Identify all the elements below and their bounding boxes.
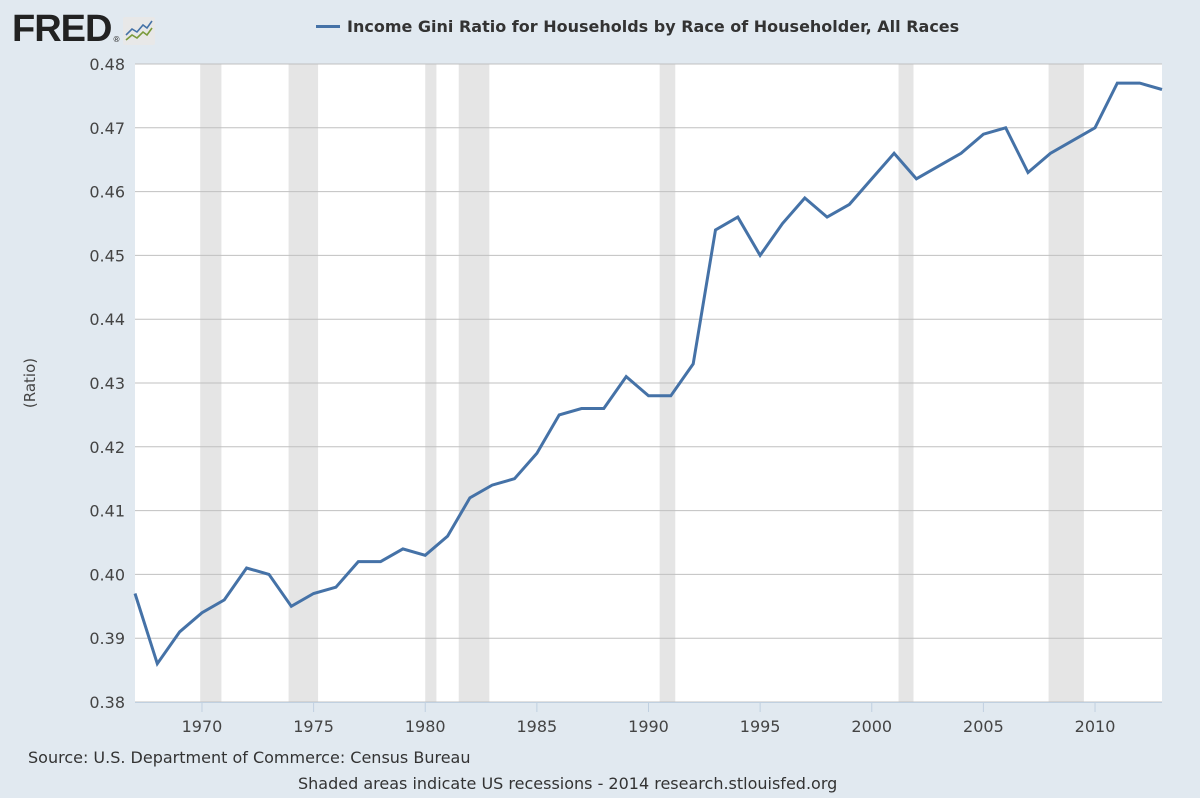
y-tick-label: 0.40 bbox=[89, 565, 125, 584]
x-tick-label: 1990 bbox=[628, 717, 669, 736]
series-line bbox=[133, 81, 1163, 668]
source-note: Source: U.S. Department of Commerce: Cen… bbox=[28, 748, 471, 767]
legend-label: Income Gini Ratio for Households by Race… bbox=[347, 17, 960, 36]
fred-logo: FRED ® bbox=[12, 8, 156, 50]
x-tick-label: 2010 bbox=[1075, 717, 1116, 736]
x-tick-label: 1995 bbox=[740, 717, 781, 736]
x-tick-label: 1970 bbox=[182, 717, 223, 736]
x-tick-label: 1975 bbox=[293, 717, 334, 736]
logo-text: FRED bbox=[12, 8, 112, 50]
graph-icon bbox=[123, 17, 156, 45]
y-tick-label: 0.43 bbox=[89, 374, 125, 393]
y-tick-label: 0.39 bbox=[89, 629, 125, 648]
y-tick-label: 0.47 bbox=[89, 119, 125, 138]
chart-legend: Income Gini Ratio for Households by Race… bbox=[316, 17, 959, 36]
y-tick-label: 0.48 bbox=[89, 55, 125, 74]
x-tick-label: 1980 bbox=[405, 717, 446, 736]
y-axis-title: (Ratio) bbox=[21, 357, 39, 409]
y-tick-label: 0.42 bbox=[89, 438, 125, 457]
y-tick-label: 0.46 bbox=[89, 183, 125, 202]
y-tick-label: 0.41 bbox=[89, 502, 125, 521]
y-tick-label: 0.45 bbox=[89, 246, 125, 265]
y-tick-label: 0.38 bbox=[89, 693, 125, 712]
x-tick-label: 2000 bbox=[851, 717, 892, 736]
recession-note: Shaded areas indicate US recessions - 20… bbox=[298, 774, 838, 793]
x-tick-label: 2005 bbox=[963, 717, 1004, 736]
x-tick-label: 1985 bbox=[517, 717, 558, 736]
logo-registered-mark: ® bbox=[112, 35, 121, 44]
y-tick-label: 0.44 bbox=[89, 310, 125, 329]
legend-swatch bbox=[316, 25, 340, 28]
